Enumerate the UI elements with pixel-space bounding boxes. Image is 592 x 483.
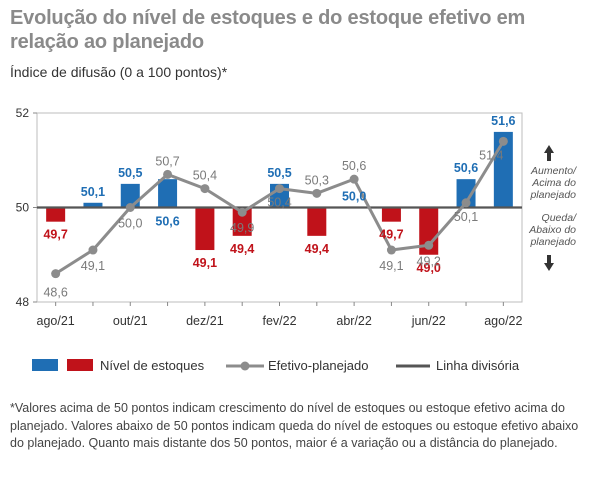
x-tick-label: out/21 bbox=[113, 314, 148, 328]
line-value-label: 51,4 bbox=[479, 148, 503, 162]
bar-value-label: 50,6 bbox=[454, 161, 478, 175]
efetivo-point bbox=[498, 136, 508, 146]
x-tick-label: abr/22 bbox=[336, 314, 371, 328]
efetivo-point bbox=[386, 245, 396, 255]
bar-value-label: 49,1 bbox=[193, 256, 217, 270]
x-tick-label: ago/22 bbox=[484, 314, 522, 328]
efetivo-point bbox=[200, 184, 210, 194]
side-label-down: Abaixo do bbox=[528, 224, 576, 236]
efetivo-point bbox=[424, 240, 434, 250]
efetivo-point bbox=[312, 188, 322, 198]
line-value-label: 50,0 bbox=[118, 217, 142, 231]
legend-label-divider: Linha divisória bbox=[436, 358, 520, 373]
bar-value-label: 49,7 bbox=[379, 228, 403, 242]
inventory-bar bbox=[158, 179, 178, 208]
inventory-bar bbox=[83, 202, 103, 208]
legend-swatch-below bbox=[67, 359, 93, 371]
inventory-bar bbox=[456, 179, 476, 208]
line-value-label: 49,9 bbox=[230, 221, 254, 235]
bar-value-label: 49,0 bbox=[417, 261, 441, 275]
side-label-up: planejado bbox=[529, 189, 576, 201]
efetivo-point bbox=[461, 198, 471, 208]
line-value-label: 50,3 bbox=[305, 173, 329, 187]
bar-value-label: 49,4 bbox=[230, 242, 254, 256]
inventory-bar bbox=[232, 207, 252, 236]
x-tick-label: jun/22 bbox=[411, 314, 446, 328]
legend-line-marker bbox=[240, 361, 250, 371]
up-arrow-icon bbox=[544, 145, 554, 161]
chart-subtitle: Índice de difusão (0 a 100 pontos)* bbox=[10, 64, 228, 80]
bar-value-label: 50,0 bbox=[342, 190, 366, 204]
inventory-bar bbox=[419, 207, 439, 255]
x-tick-label: dez/21 bbox=[186, 314, 224, 328]
side-label-down: planejado bbox=[529, 236, 576, 248]
efetivo-point bbox=[51, 269, 61, 279]
line-value-label: 49,2 bbox=[417, 254, 441, 268]
y-tick-label: 48 bbox=[16, 295, 30, 309]
y-tick-label: 50 bbox=[16, 201, 30, 215]
inventory-bar bbox=[381, 207, 401, 222]
efetivo-point bbox=[163, 169, 173, 179]
side-label-up: Acima do bbox=[531, 177, 576, 189]
footnote: *Valores acima de 50 pontos indicam cres… bbox=[10, 401, 579, 450]
bar-value-label: 51,6 bbox=[491, 114, 515, 128]
line-value-label: 50,6 bbox=[342, 159, 366, 173]
efetivo-point bbox=[125, 203, 135, 212]
side-label-up: Aumento/ bbox=[530, 165, 577, 177]
efetivo-point bbox=[237, 207, 247, 217]
line-value-label: 49,1 bbox=[81, 259, 105, 273]
inventory-bar bbox=[195, 207, 215, 251]
bar-value-label: 49,7 bbox=[43, 228, 67, 242]
down-arrow-icon bbox=[544, 255, 554, 271]
legend-label-bars: Nível de estoques bbox=[100, 358, 205, 373]
line-value-label: 50,4 bbox=[193, 169, 217, 183]
line-value-label: 50,7 bbox=[155, 154, 179, 168]
bar-value-label: 50,1 bbox=[81, 185, 105, 199]
legend-swatch-above bbox=[32, 359, 58, 371]
bar-value-label: 50,5 bbox=[118, 166, 142, 180]
line-value-label: 50,4 bbox=[267, 196, 291, 210]
chart-title: Evolução do nível de estoques e do estoq… bbox=[10, 7, 526, 53]
bar-value-label: 50,6 bbox=[155, 215, 179, 229]
inventory-bar bbox=[307, 207, 327, 236]
inventory-bar bbox=[46, 207, 66, 222]
line-value-label: 49,1 bbox=[379, 259, 403, 273]
legend-label-line: Efetivo-planejado bbox=[268, 358, 368, 373]
x-tick-label: fev/22 bbox=[262, 314, 296, 328]
x-tick-label: ago/21 bbox=[37, 314, 75, 328]
y-tick-label: 52 bbox=[16, 106, 30, 120]
line-value-label: 50,1 bbox=[454, 210, 478, 224]
efetivo-point bbox=[349, 174, 359, 184]
efetivo-point bbox=[275, 184, 284, 194]
line-value-label: 48,6 bbox=[43, 286, 67, 300]
chart: 48 50 52 ago/21 out/21 dez/21 fev/22 abr/22 jun/… bbox=[16, 106, 578, 373]
bar-value-label: 50,5 bbox=[267, 166, 291, 180]
side-label-down: Queda/ bbox=[542, 212, 578, 224]
bar-value-label: 49,4 bbox=[305, 242, 329, 256]
efetivo-point bbox=[88, 245, 98, 255]
